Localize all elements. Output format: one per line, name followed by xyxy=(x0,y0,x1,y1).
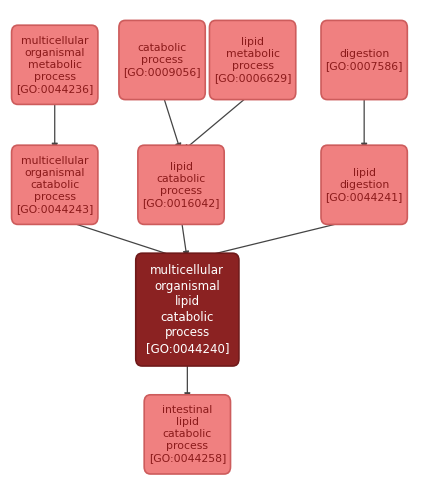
Text: intestinal
lipid
catabolic
process
[GO:0044258]: intestinal lipid catabolic process [GO:0… xyxy=(149,406,226,463)
FancyBboxPatch shape xyxy=(321,20,407,100)
FancyBboxPatch shape xyxy=(12,25,98,105)
Text: multicellular
organismal
lipid
catabolic
process
[GO:0044240]: multicellular organismal lipid catabolic… xyxy=(146,264,229,355)
FancyBboxPatch shape xyxy=(209,20,296,100)
FancyBboxPatch shape xyxy=(321,145,407,225)
Text: multicellular
organismal
catabolic
process
[GO:0044243]: multicellular organismal catabolic proce… xyxy=(16,156,93,214)
Text: lipid
digestion
[GO:0044241]: lipid digestion [GO:0044241] xyxy=(325,168,403,202)
FancyBboxPatch shape xyxy=(138,145,224,225)
Text: multicellular
organismal
metabolic
process
[GO:0044236]: multicellular organismal metabolic proce… xyxy=(16,36,93,94)
Text: catabolic
process
[GO:0009056]: catabolic process [GO:0009056] xyxy=(123,43,201,77)
FancyBboxPatch shape xyxy=(144,395,231,474)
FancyBboxPatch shape xyxy=(119,20,205,100)
Text: digestion
[GO:0007586]: digestion [GO:0007586] xyxy=(325,49,403,71)
Text: lipid
metabolic
process
[GO:0006629]: lipid metabolic process [GO:0006629] xyxy=(214,37,291,83)
FancyBboxPatch shape xyxy=(136,253,239,366)
FancyBboxPatch shape xyxy=(12,145,98,225)
Text: lipid
catabolic
process
[GO:0016042]: lipid catabolic process [GO:0016042] xyxy=(142,162,220,208)
